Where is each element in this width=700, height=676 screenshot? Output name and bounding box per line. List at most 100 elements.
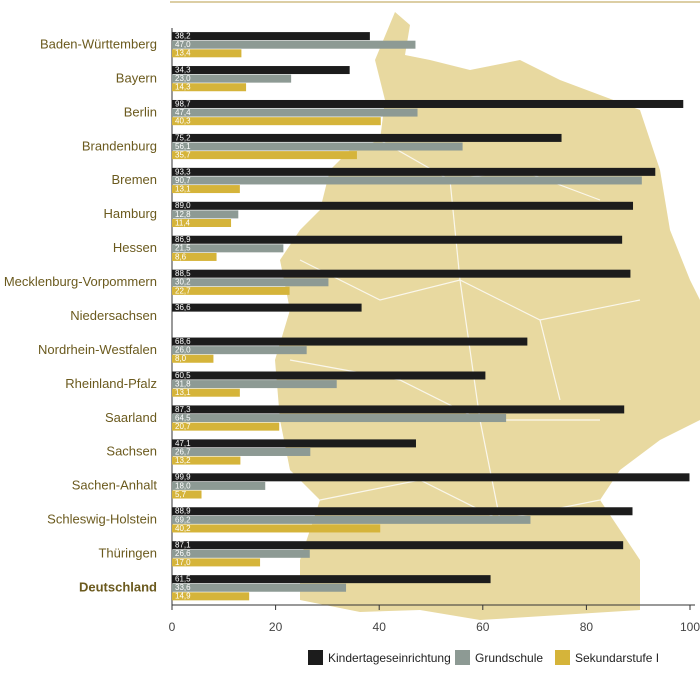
bar	[172, 151, 357, 160]
value-label: 88,5	[175, 269, 191, 278]
bar	[172, 371, 486, 380]
category-label: Hamburg	[104, 206, 157, 221]
value-label: 13,1	[175, 388, 191, 397]
value-label: 30,2	[175, 278, 191, 287]
value-label: 98,7	[175, 99, 191, 108]
bar	[172, 235, 623, 244]
category-label: Sachsen	[106, 444, 157, 459]
bar	[172, 583, 347, 592]
bar	[172, 447, 311, 456]
value-label: 20,7	[175, 422, 191, 431]
value-label: 75,2	[175, 133, 191, 142]
bar	[172, 405, 625, 414]
value-label: 88,9	[175, 507, 191, 516]
value-label: 8,6	[175, 252, 187, 261]
bar	[172, 142, 463, 151]
value-label: 68,6	[175, 337, 191, 346]
bar	[172, 422, 280, 431]
bar	[172, 456, 241, 465]
bar	[172, 490, 202, 499]
bar	[172, 66, 350, 75]
bar	[172, 481, 266, 490]
legend-swatch	[455, 650, 470, 665]
bar	[172, 269, 631, 278]
bar	[172, 337, 528, 346]
value-label: 69,2	[175, 515, 191, 524]
value-label: 13,2	[175, 456, 191, 465]
category-label: Saarland	[105, 410, 157, 425]
value-label: 89,0	[175, 201, 191, 210]
category-label: Bayern	[116, 70, 157, 85]
value-label: 34,3	[175, 65, 191, 74]
value-label: 26,6	[175, 549, 191, 558]
value-label: 13,4	[175, 49, 191, 58]
value-label: 23,0	[175, 74, 191, 83]
bar	[172, 414, 507, 423]
category-label: Rheinland-Pfalz	[65, 376, 157, 391]
bar	[172, 74, 292, 83]
bar	[172, 252, 217, 261]
bar	[172, 108, 418, 117]
value-label: 87,3	[175, 405, 191, 414]
category-label: Mecklenburg-Vorpommern	[4, 274, 157, 289]
value-label: 93,3	[175, 167, 191, 176]
x-tick-label: 100	[680, 620, 700, 634]
bar	[172, 473, 690, 482]
value-label: 36,6	[175, 303, 191, 312]
value-label: 47,1	[175, 439, 191, 448]
bar	[172, 133, 562, 142]
value-label: 47,0	[175, 40, 191, 49]
value-label: 47,4	[175, 108, 191, 117]
bar	[172, 524, 381, 533]
x-tick-label: 20	[269, 620, 283, 634]
bar	[172, 167, 656, 176]
value-label: 17,0	[175, 558, 191, 567]
bar	[172, 210, 239, 219]
bar	[172, 575, 491, 584]
bar	[172, 117, 381, 126]
value-label: 33,6	[175, 583, 191, 592]
category-label: Bremen	[111, 172, 157, 187]
bar	[172, 388, 240, 397]
value-label: 99,9	[175, 473, 191, 482]
x-tick-label: 80	[580, 620, 594, 634]
category-label: Sachen-Anhalt	[72, 478, 158, 493]
value-label: 22,7	[175, 286, 191, 295]
bar	[172, 507, 633, 516]
bar	[172, 49, 242, 58]
value-label: 26,0	[175, 346, 191, 355]
value-label: 40,3	[175, 117, 191, 126]
category-label: Berlin	[124, 104, 157, 119]
category-label: Deutschland	[79, 579, 157, 594]
value-label: 61,5	[175, 575, 191, 584]
value-label: 13,1	[175, 184, 191, 193]
map-background	[275, 12, 700, 620]
x-tick-label: 40	[373, 620, 387, 634]
bar	[172, 541, 624, 550]
bar	[172, 558, 261, 567]
bar	[172, 303, 362, 312]
value-label: 14,3	[175, 83, 191, 92]
category-label: Niedersachsen	[70, 308, 157, 323]
value-label: 5,7	[175, 490, 187, 499]
value-label: 86,9	[175, 235, 191, 244]
value-label: 64,5	[175, 413, 191, 422]
category-label: Nordrhein-Westfalen	[38, 342, 157, 357]
bar	[172, 439, 416, 448]
bar	[172, 201, 634, 210]
bar	[172, 346, 307, 355]
bar	[172, 354, 214, 363]
value-label: 12,8	[175, 210, 191, 219]
bar	[172, 40, 416, 49]
bar	[172, 99, 684, 108]
bar	[172, 592, 250, 601]
value-label: 14,9	[175, 592, 191, 601]
value-label: 87,1	[175, 541, 191, 550]
value-label: 26,7	[175, 447, 191, 456]
category-label: Schleswig-Holstein	[47, 512, 157, 527]
legend-swatch	[308, 650, 323, 665]
bar	[172, 278, 329, 287]
bar	[172, 286, 290, 295]
x-tick-label: 0	[169, 620, 176, 634]
